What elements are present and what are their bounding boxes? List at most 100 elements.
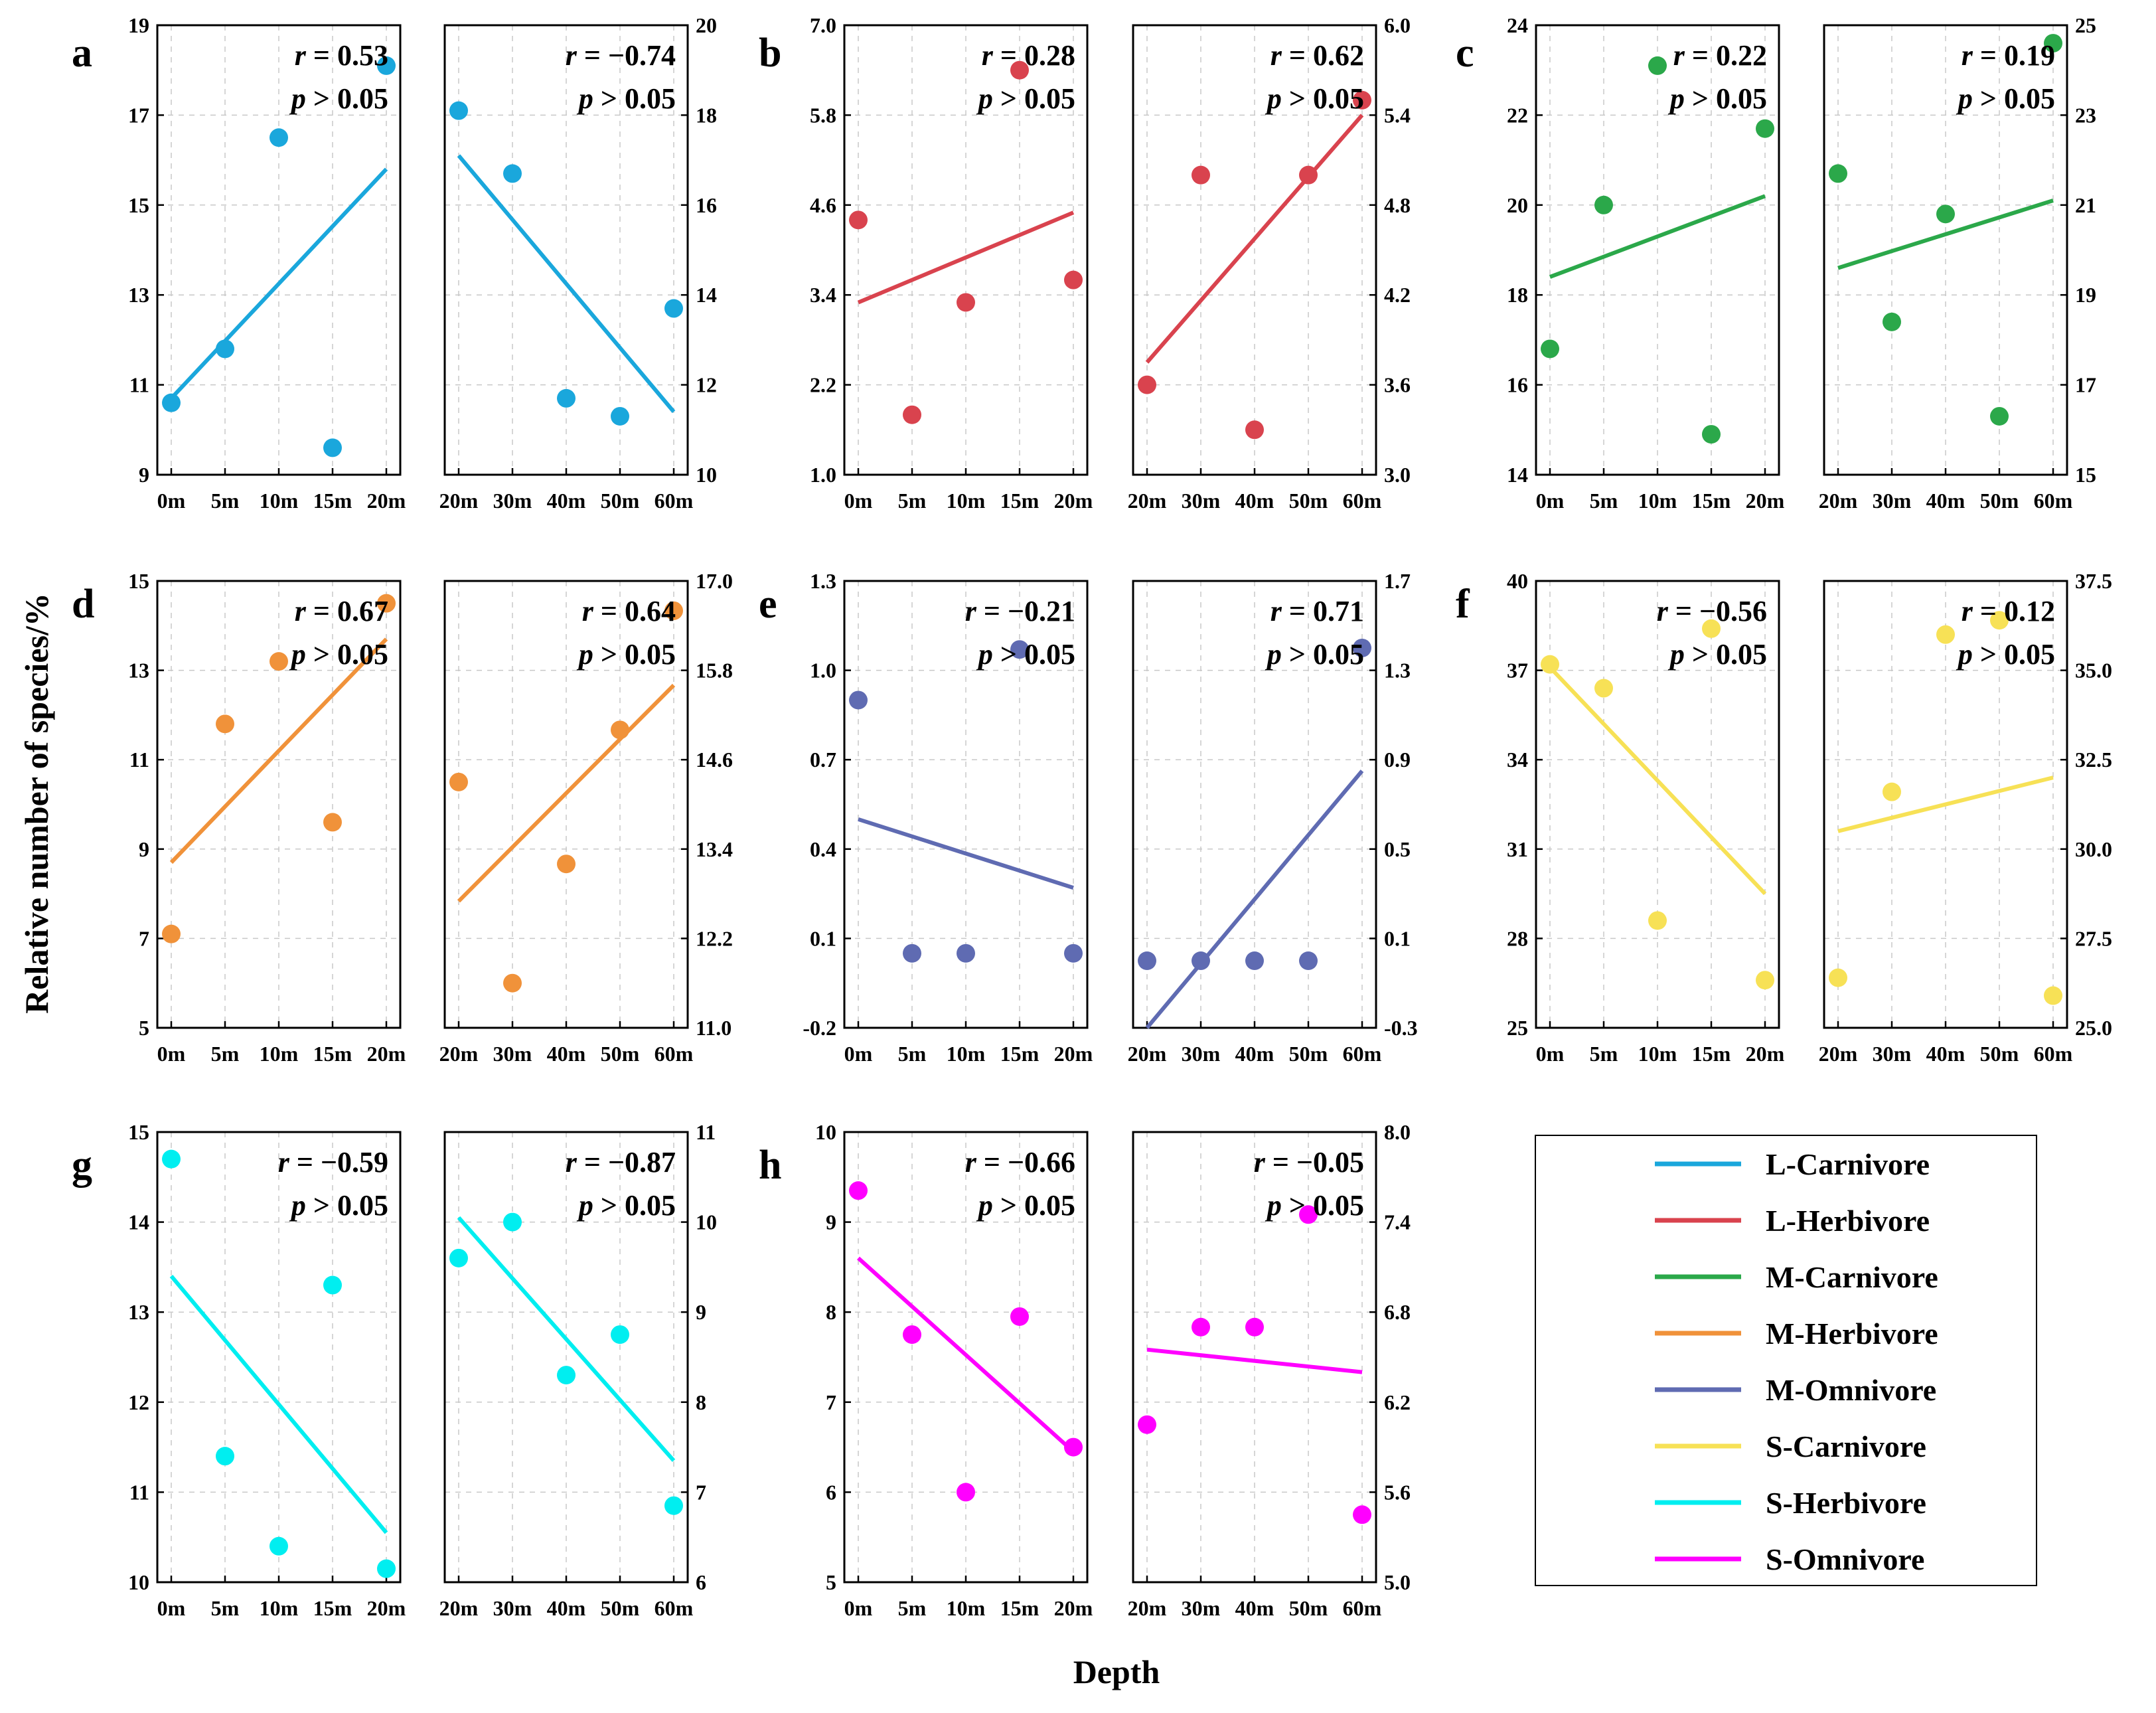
data-point (377, 56, 396, 75)
legend-label: L-Carnivore (1766, 1147, 1930, 1181)
x-tick-label: 50m (1289, 1596, 1328, 1620)
x-tick-label: 20m (439, 1596, 479, 1620)
plot-b-right: 3.0 3.6 4.2 4.8 5.4 6.0 20m 30m 40m 50m 60m r = 0.6… (1128, 13, 1411, 513)
x-tick-label: 40m (1926, 489, 1965, 513)
p-value: p > 0.05 (576, 638, 676, 671)
y-tick-label: 0.9 (1384, 748, 1411, 772)
y-tick-label: 31 (1507, 837, 1528, 861)
data-point (1936, 625, 1955, 644)
y-tick-label: 13 (128, 283, 149, 307)
data-point (1010, 1307, 1029, 1326)
y-tick-label: 7.0 (810, 13, 836, 37)
x-tick-label: 20m (439, 1042, 479, 1066)
x-tick-label: 10m (1638, 489, 1677, 513)
data-point (1138, 951, 1156, 971)
x-tick-label: 60m (654, 1042, 694, 1066)
fit-line (1146, 1347, 1363, 1374)
y-tick-label: -0.3 (1384, 1016, 1418, 1040)
y-tick-label: 4.2 (1384, 283, 1411, 307)
legend-label: S-Omnivore (1766, 1542, 1924, 1576)
data-point (1192, 951, 1210, 971)
data-point (1648, 911, 1667, 930)
legend-label: S-Herbivore (1766, 1486, 1926, 1520)
y-tick-label: 15 (128, 569, 149, 593)
y-tick-label: 15 (128, 193, 149, 217)
x-tick-label: 50m (1980, 1042, 2019, 1066)
y-tick-label: 10 (696, 463, 717, 487)
data-point (1702, 619, 1721, 638)
y-tick-label: 17 (128, 103, 149, 127)
legend: L-Carnivore L-Herbivore M-Carnivore M-Herbi… (1655, 1147, 1938, 1576)
data-point (1990, 611, 2009, 630)
p-value: p > 0.05 (1265, 638, 1364, 671)
x-tick-label: 40m (547, 489, 586, 513)
y-tick-label: 32.5 (2075, 748, 2112, 772)
plot-c-left: 14 16 18 20 22 24 0m 5m 10m 15m 20m r = 0.22 p > 0.0… (1507, 13, 1785, 513)
r-value: r = −0.59 (278, 1146, 388, 1179)
x-tick-label: 0m (157, 1596, 186, 1620)
p-value: p > 0.05 (289, 638, 388, 671)
x-tick-label: 15m (1000, 1596, 1040, 1620)
x-tick-label: 20m (1819, 489, 1858, 513)
x-tick-label: 40m (1926, 1042, 1965, 1066)
data-point (664, 299, 683, 318)
y-tick-label: 14 (696, 283, 717, 307)
y-tick-label: 16 (696, 193, 717, 217)
fit-line (169, 1275, 388, 1534)
y-axis-label: Relative number of species/% (18, 593, 55, 1014)
y-tick-label: 25 (2075, 13, 2096, 37)
x-tick-label: 50m (1289, 1042, 1328, 1066)
y-tick-label: 7 (696, 1480, 706, 1504)
panel-letter-d: d (72, 582, 94, 627)
plot-f-left: 25 28 31 34 37 40 0m 5m 10m 15m 20m r = −0.56 p > 0.… (1507, 569, 1785, 1066)
data-point (1138, 375, 1156, 394)
panel-letter-g: g (72, 1143, 92, 1188)
y-tick-label: 5.0 (1384, 1570, 1411, 1594)
y-tick-label: 0.1 (1384, 926, 1411, 950)
x-tick-label: 15m (1000, 489, 1040, 513)
y-tick-label: 16 (1507, 373, 1528, 397)
data-point (1990, 406, 2009, 426)
p-value: p > 0.05 (576, 82, 676, 115)
x-tick-label: 50m (1980, 489, 2019, 513)
x-tick-label: 5m (898, 1596, 927, 1620)
data-point (1064, 270, 1083, 289)
data-point (1756, 119, 1774, 138)
y-tick-label: 22 (1507, 103, 1528, 127)
plot-a-right: 10 12 14 16 18 20 20m 30m 40m 50m 60m r = −0.74 p > … (439, 13, 717, 513)
y-tick-label: 5.8 (810, 103, 836, 127)
x-tick-label: 40m (1235, 1042, 1274, 1066)
p-value: p > 0.05 (1667, 638, 1767, 671)
p-value: p > 0.05 (976, 1189, 1075, 1222)
y-tick-label: 24 (1507, 13, 1528, 37)
x-tick-label: 60m (2034, 1042, 2073, 1066)
x-tick-label: 5m (211, 1042, 240, 1066)
r-value: r = 0.64 (582, 595, 676, 627)
y-tick-label: 1.7 (1384, 569, 1411, 593)
data-point (216, 1447, 234, 1466)
y-tick-label: 14 (1507, 463, 1528, 487)
fit-line (856, 1256, 1075, 1453)
fit-line (1145, 770, 1364, 1029)
panel-letter-h: h (759, 1143, 781, 1188)
data-point (1648, 56, 1667, 75)
x-tick-label: 30m (1182, 1596, 1221, 1620)
y-tick-label: 25 (1507, 1016, 1528, 1040)
data-point (903, 1325, 921, 1345)
x-tick-label: 10m (260, 1596, 299, 1620)
panel-letter-e: e (759, 582, 777, 627)
r-value: r = −0.74 (566, 39, 676, 72)
fit-line (457, 1216, 676, 1462)
x-tick-label: 20m (1128, 1042, 1167, 1066)
r-value: r = −0.05 (1254, 1146, 1364, 1179)
y-tick-label: 5.4 (1384, 103, 1411, 127)
x-tick-label: 60m (2034, 489, 2073, 513)
fit-line (169, 637, 388, 864)
x-tick-label: 0m (1536, 489, 1565, 513)
y-tick-label: 5 (139, 1016, 149, 1040)
x-tick-label: 0m (844, 1042, 873, 1066)
y-tick-label: 1.0 (810, 463, 836, 487)
x-tick-label: 5m (898, 1042, 927, 1066)
y-tick-label: 17 (2075, 373, 2096, 397)
